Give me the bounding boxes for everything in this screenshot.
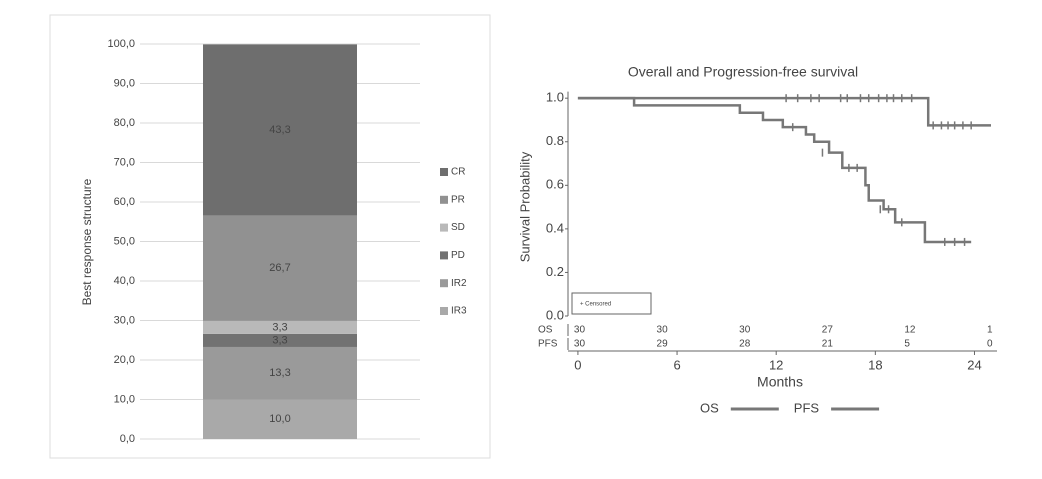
y-label: Survival Probability [517,151,532,262]
y-tick-label: 30,0 [114,314,135,326]
chart-title: Overall and Progression-free survival [628,64,858,80]
risk-count: 30 [657,325,669,336]
risk-count: 30 [739,325,751,336]
risk-count: 30 [574,339,586,350]
y-label: Best response structure [80,178,94,305]
y-tick-label: 50,0 [114,235,135,247]
x-tick-label: 12 [769,357,783,372]
risk-count: 5 [904,339,910,350]
legend-label: CR [451,167,465,178]
bar-segment [203,320,357,334]
y-tick-label: 0.4 [546,220,564,235]
y-tick-label: 60,0 [114,196,135,208]
y-tick-label: 100,0 [107,38,135,50]
risk-label: OS [538,325,553,336]
survival-curve [577,96,991,127]
x-label: Months [757,374,803,390]
risk-count: 29 [657,339,669,350]
x-tick-label: 18 [868,357,882,372]
y-tick-label: 70,0 [114,156,135,168]
data-label: 3,3 [272,334,287,346]
legend-swatch [440,251,448,260]
legend-label: IR3 [451,306,467,317]
risk-count: 0 [987,339,993,350]
risk-count: 21 [822,339,834,350]
legend-label: IR2 [451,278,467,289]
y-tick-label: 90,0 [114,77,135,89]
x-tick-label: 24 [967,357,981,372]
y-tick-label: 40,0 [114,275,135,287]
legend-label: SD [451,222,465,233]
y-tick-label: 0.0 [546,307,564,322]
data-label: 13,3 [269,367,290,379]
bar-segment [203,399,357,439]
bar-segment [203,44,357,216]
data-label: 43,3 [269,124,290,136]
data-label: 3,3 [272,321,287,333]
legend-label: PFS [794,400,820,415]
y-tick-label: 0,0 [120,433,135,445]
censor-legend: + Censored [580,302,611,308]
risk-count: 28 [739,339,751,350]
y-tick-label: 20,0 [114,354,135,366]
y-tick-label: 0.2 [546,264,564,279]
risk-count: 1 [987,325,993,336]
legend-swatch [440,279,448,288]
legend-swatch [440,307,448,315]
legend-swatch [440,168,448,176]
x-tick-label: 0 [574,357,581,372]
risk-count: 12 [904,325,916,336]
legend-swatch [440,195,448,204]
y-tick-label: 0.6 [546,177,564,192]
risk-count: 27 [822,325,834,336]
bar-segment [203,215,357,321]
y-tick-label: 0.8 [546,133,564,148]
legend-label: PD [451,250,465,261]
legend-label: OS [700,400,719,415]
risk-label: PFS [538,339,558,350]
risk-count: 30 [574,325,586,336]
y-tick-label: 80,0 [114,117,135,129]
legend-swatch [440,223,448,232]
y-tick-label: 10,0 [114,393,135,405]
censor-legend-box [571,292,652,315]
data-label: 26,7 [269,262,290,274]
x-tick-label: 6 [673,357,680,372]
y-tick-label: 1.0 [546,90,564,105]
data-label: 10,0 [269,413,290,425]
bar-segment [203,333,357,347]
bar-segment [203,346,357,400]
survival-curve [577,96,972,244]
legend-label: PR [451,194,465,205]
